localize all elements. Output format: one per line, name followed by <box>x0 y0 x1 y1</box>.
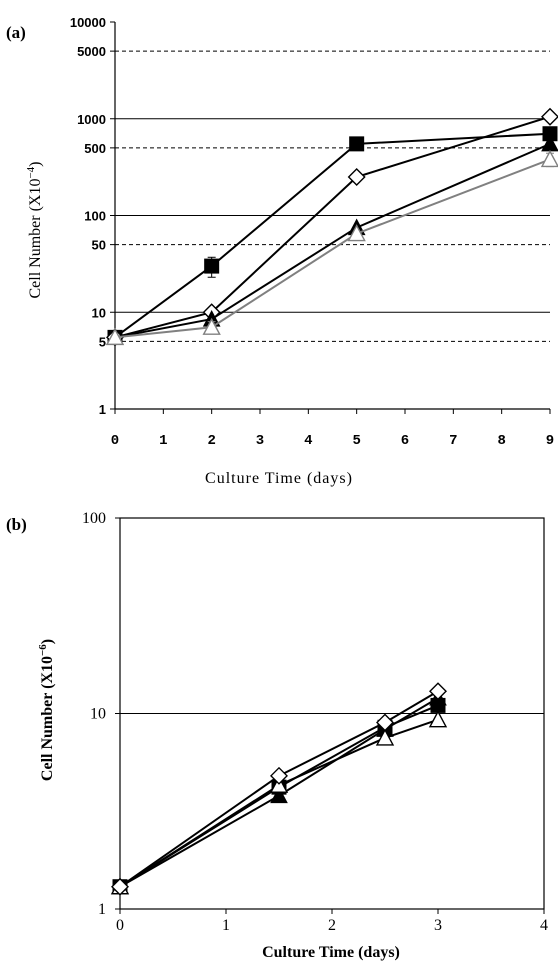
panel-b-y-axis-label-exponent: −6 <box>37 644 49 656</box>
panel-a-axes <box>110 21 551 414</box>
panel-b-series <box>110 682 448 896</box>
panel-a-y-tick-label-1: 5 <box>99 334 106 349</box>
panel-a-series-3-open-triangle <box>105 149 558 346</box>
panel-a-label: (a) <box>6 23 26 42</box>
panel-b-y-axis-label-close: ) <box>39 639 56 644</box>
panel-a-series-0-line <box>114 132 551 339</box>
panel-b-x-tick-label-1: 1 <box>222 917 230 934</box>
panel-b-x-tick-labels: 0 1 2 3 4 <box>116 917 548 934</box>
panel-b-series-2-point-2 <box>375 728 395 746</box>
panel-b-series-1-point-1 <box>270 786 288 804</box>
panel-a-y-tick-label-7: 5000 <box>77 44 106 59</box>
panel-b-y-tick-label-1: 10 <box>90 706 106 723</box>
panel-a-x-tick-label-6: 6 <box>401 433 409 449</box>
panel-b-series-3-point-2 <box>376 713 394 732</box>
panel-a-series-0-filled-square <box>107 126 558 345</box>
panel-a-x-tick-label-3: 3 <box>256 433 264 449</box>
panel-b-x-tick-label-3: 3 <box>434 917 442 934</box>
panel-b-y-tick-label-2: 100 <box>82 510 106 527</box>
panel-a-x-tick-label-7: 7 <box>449 433 457 449</box>
panel-a-x-tick-label-8: 8 <box>497 433 505 449</box>
panel-a-series-3-point-2 <box>347 224 366 242</box>
panel-b-series-3-open-diamond <box>111 682 447 896</box>
panel-b-x-tick-label-0: 0 <box>116 917 124 934</box>
panel-a-gridlines <box>115 50 550 342</box>
panel-a-y-tick-labels: 1 5 10 50 100 500 1000 5000 10000 <box>70 15 106 417</box>
panel-a-series-3-line <box>114 158 551 339</box>
panel-b-y-axis-label: Cell Number (X10−6) <box>37 639 56 781</box>
panel-a-x-tick-label-2: 2 <box>207 433 215 449</box>
panel-a-y-tick-label-4: 100 <box>84 209 106 224</box>
panel-a: (a) 1 5 10 50 100 500 1000 5000 10000 0 1 2 3 4 5 6 7 8 9… <box>6 15 558 487</box>
panel-b-series-3-line <box>119 690 439 888</box>
panel-a-x-tick-label-5: 5 <box>352 433 360 449</box>
panel-b-series-3-point-3 <box>429 682 447 701</box>
panel-a-y-tick-label-5: 500 <box>84 141 106 156</box>
panel-b-x-axis-label: Culture Time (days) <box>262 944 400 961</box>
panel-a-y-tick-label-2: 10 <box>92 305 106 320</box>
panel-a-x-tick-label-1: 1 <box>159 433 167 449</box>
panel-a-y-tick-label-8: 10000 <box>70 15 106 30</box>
panel-a-x-tick-label-4: 4 <box>304 433 312 449</box>
panel-a-series-1-line <box>114 115 551 339</box>
panel-a-y-tick-label-6: 1000 <box>77 112 106 127</box>
panel-a-y-axis-label-close: ) <box>27 161 44 166</box>
panel-a-series-1-point-3 <box>541 107 558 126</box>
panel-b-y-axis-label-main: Cell Number (X10 <box>39 656 56 781</box>
panel-a-x-axis-label: Culture Time (days) <box>205 470 353 487</box>
panel-b-y-tick-label-0: 1 <box>98 901 106 918</box>
panel-b-series-2-point-3 <box>428 710 448 728</box>
panel-a-series-1-point-2 <box>347 168 366 186</box>
panel-b-series-3-point-1 <box>270 766 288 785</box>
panel-a-series-2-filled-triangle <box>106 134 558 345</box>
panel-a-series <box>105 107 558 347</box>
panel-a-series-2-line <box>114 142 551 339</box>
panel-a-y-axis-label: Cell Number (X10−4) <box>25 161 44 298</box>
panel-b-x-tick-label-2: 2 <box>328 917 336 934</box>
panel-b-x-tick-label-4: 4 <box>540 917 548 934</box>
panel-a-x-tick-label-0: 0 <box>111 433 119 449</box>
panel-a-series-1-open-diamond <box>106 107 558 347</box>
panel-a-y-axis-label-exponent: −4 <box>25 166 37 178</box>
panel-b-axes <box>115 517 545 914</box>
panel-a-series-3-point-0 <box>105 327 125 346</box>
panel-a-series-0-point-2 <box>349 136 365 152</box>
panel-a-y-axis-label-main: Cell Number (X10 <box>27 179 44 299</box>
panel-a-x-tick-labels: 0 1 2 3 4 5 6 7 8 9 <box>111 433 554 449</box>
panel-b-series-3-point-0 <box>111 877 129 896</box>
panel-a-series-0-point-1 <box>204 258 220 274</box>
panel-a-y-tick-label-0: 1 <box>99 402 106 417</box>
panel-b-y-tick-labels: 1 10 100 <box>82 510 106 918</box>
panel-a-series-3-point-3 <box>540 149 558 168</box>
panel-a-x-tick-label-9: 9 <box>546 433 554 449</box>
panel-b-series-2-line <box>119 718 439 888</box>
panel-a-series-3-point-1 <box>202 317 221 335</box>
panel-b-label: (b) <box>6 515 27 534</box>
panel-a-y-tick-label-3: 50 <box>92 238 106 253</box>
